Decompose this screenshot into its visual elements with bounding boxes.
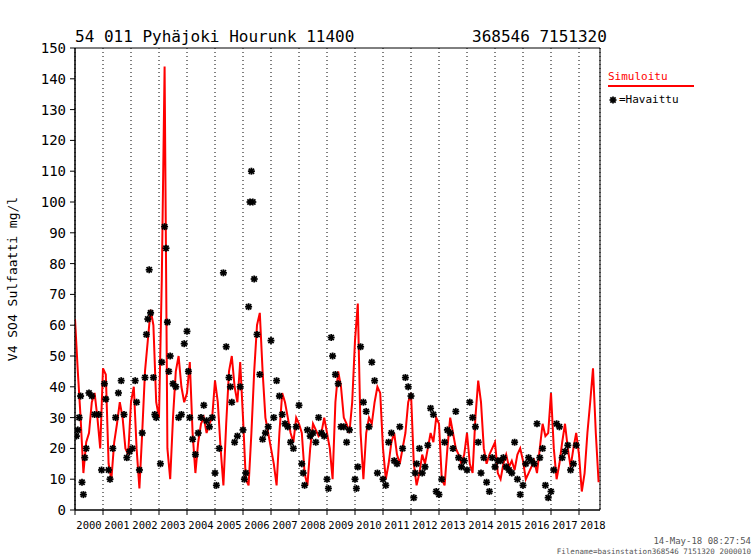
svg-text:150: 150 xyxy=(41,40,66,56)
svg-text:20: 20 xyxy=(49,440,66,456)
svg-text:130: 130 xyxy=(41,102,66,118)
svg-text:100: 100 xyxy=(41,194,66,210)
svg-text:2006: 2006 xyxy=(244,519,269,531)
svg-text:2011: 2011 xyxy=(384,519,409,531)
svg-text:2002: 2002 xyxy=(132,519,157,531)
svg-text:120: 120 xyxy=(41,132,66,148)
html-text:=Havaittu: =Havaittu xyxy=(619,93,679,106)
svg-text:2001: 2001 xyxy=(104,519,129,531)
svg-text:2008: 2008 xyxy=(300,519,325,531)
svg-text:2014: 2014 xyxy=(468,519,493,531)
svg-text:2012: 2012 xyxy=(412,519,437,531)
svg-text:140: 140 xyxy=(41,71,66,87)
svg-text:2000: 2000 xyxy=(76,519,101,531)
svg-text:2010: 2010 xyxy=(356,519,381,531)
svg-text:2017: 2017 xyxy=(552,519,577,531)
svg-text:70: 70 xyxy=(49,286,66,302)
svg-text:30: 30 xyxy=(49,410,66,426)
svg-text:0: 0 xyxy=(58,502,66,518)
svg-text:2009: 2009 xyxy=(328,519,353,531)
svg-text:40: 40 xyxy=(49,379,66,395)
html-text:368546 7151320: 368546 7151320 xyxy=(472,27,607,46)
svg-text:2007: 2007 xyxy=(272,519,297,531)
svg-text:110: 110 xyxy=(41,163,66,179)
svg-text:2016: 2016 xyxy=(524,519,549,531)
svg-text:50: 50 xyxy=(49,348,66,364)
svg-text:2013: 2013 xyxy=(440,519,465,531)
svg-text:2015: 2015 xyxy=(496,519,521,531)
svg-text:2003: 2003 xyxy=(160,519,185,531)
html-text:V4 SO4 Sulfaatti mg/l: V4 SO4 Sulfaatti mg/l xyxy=(4,196,20,362)
html-text:Simuloitu: Simuloitu xyxy=(608,70,668,83)
svg-text:2018: 2018 xyxy=(580,519,605,531)
html-text:Filename=basinstation368546 71: Filename=basinstation368546 7151320 2000… xyxy=(556,547,751,556)
svg-text:2005: 2005 xyxy=(216,519,241,531)
svg-text:2004: 2004 xyxy=(188,519,213,531)
svg-text:90: 90 xyxy=(49,225,66,241)
html-text:54 011 Pyhäjoki Hourunk 11400: 54 011 Pyhäjoki Hourunk 11400 xyxy=(75,27,355,46)
svg-text:80: 80 xyxy=(49,256,66,272)
svg-text:60: 60 xyxy=(49,317,66,333)
svg-text:10: 10 xyxy=(49,471,66,487)
html-text:14-May-18 08:27:54: 14-May-18 08:27:54 xyxy=(653,536,751,546)
